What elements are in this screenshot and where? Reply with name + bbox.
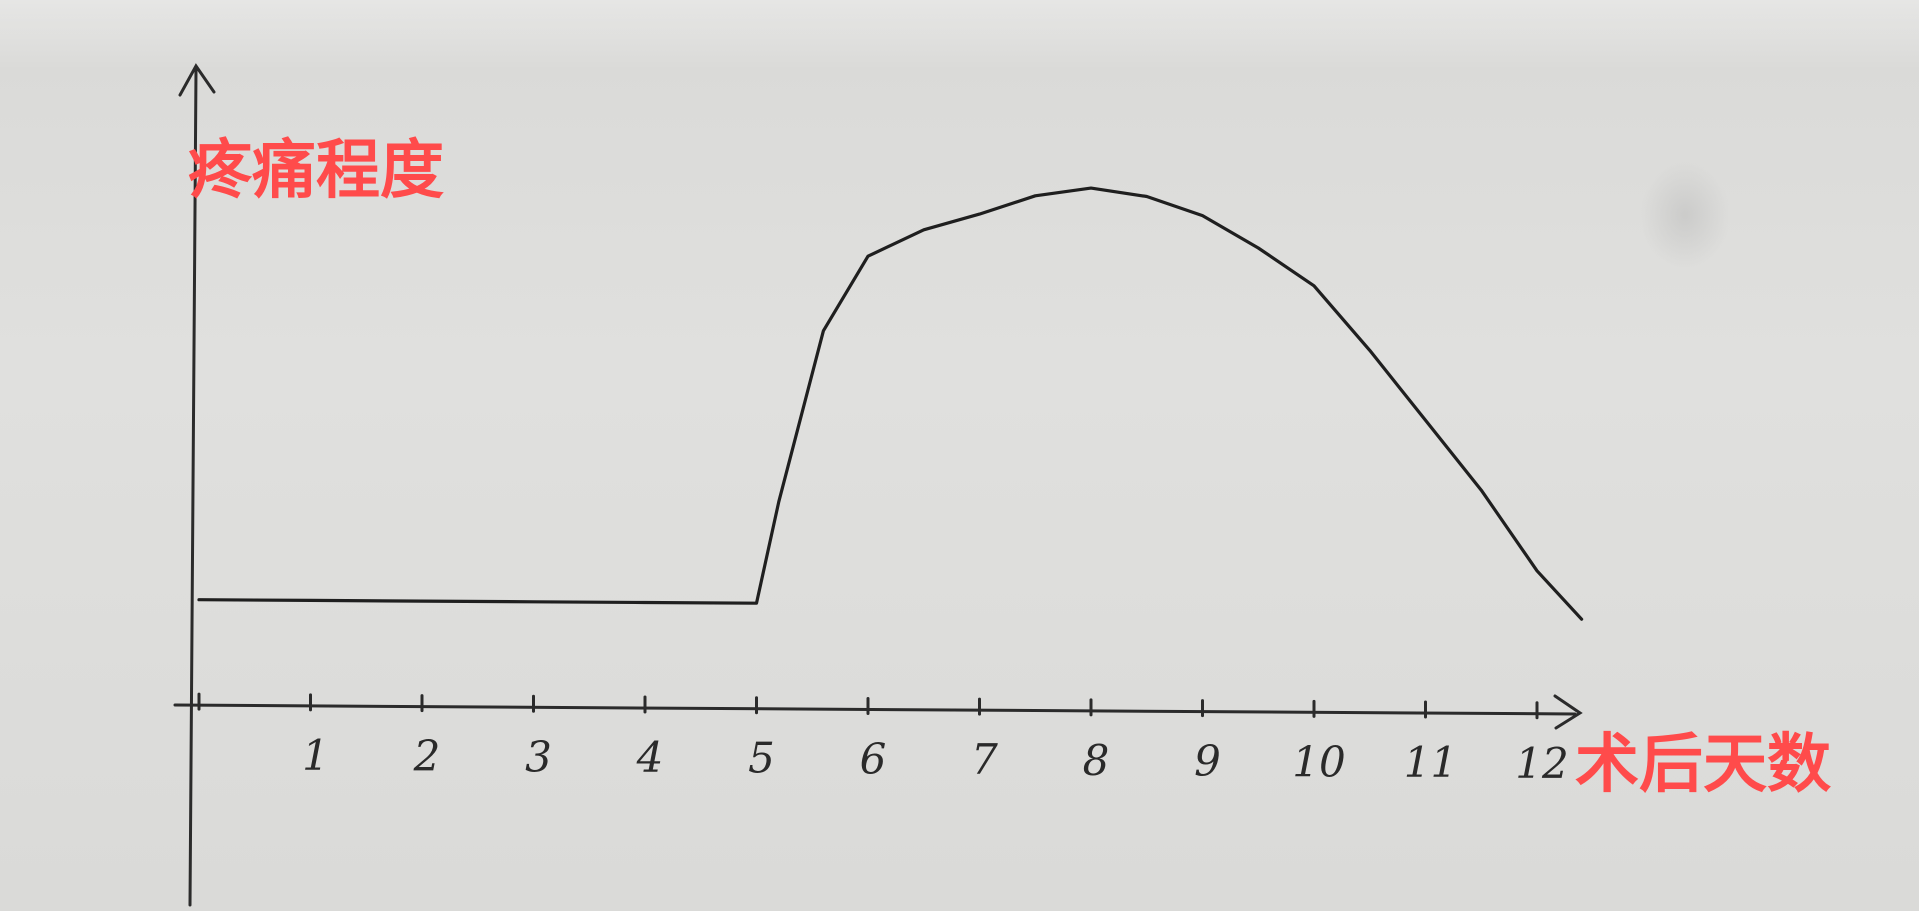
y-axis-label: 疼痛程度 xyxy=(188,134,444,208)
paper-smudge xyxy=(1640,160,1730,270)
x-tick-label-11: 11 xyxy=(1404,738,1457,787)
x-tick-label-3: 3 xyxy=(525,732,552,781)
x-tick-labels: 1 2 3 4 5 6 7 8 9 10 11 12 xyxy=(302,731,1569,788)
x-ticks xyxy=(197,692,1539,720)
x-axis-label: 术后天数 xyxy=(1575,728,1831,802)
pain-level-line xyxy=(197,186,1584,621)
x-axis xyxy=(173,703,1577,716)
y-axis-arrow xyxy=(178,63,216,97)
axes xyxy=(173,63,1583,907)
x-tick-label-5: 5 xyxy=(748,734,775,783)
x-tick-label-8: 8 xyxy=(1083,736,1110,785)
y-axis xyxy=(188,68,198,907)
x-tick-label-9: 9 xyxy=(1194,737,1221,786)
paper-highlight xyxy=(0,0,1919,70)
x-tick-label-7: 7 xyxy=(971,735,998,784)
x-axis-arrow xyxy=(1553,694,1583,730)
x-tick-label-2: 2 xyxy=(413,732,441,781)
x-tick-label-12: 12 xyxy=(1515,739,1568,788)
x-tick-label-10: 10 xyxy=(1292,737,1345,786)
x-tick-label-4: 4 xyxy=(636,733,664,782)
x-tick-label-1: 1 xyxy=(302,731,329,780)
x-tick-label-6: 6 xyxy=(860,734,887,783)
